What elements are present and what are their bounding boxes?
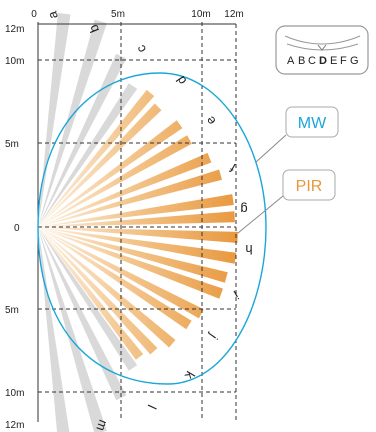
inactive-beams	[38, 12, 138, 432]
beam-label-j: j	[207, 330, 222, 342]
lens-selector-arc-outer	[284, 35, 361, 45]
beam-label-e: e	[202, 113, 218, 128]
pir-beam-13	[38, 227, 204, 319]
pir-beam-4	[38, 135, 192, 227]
pir-beam-1	[38, 89, 155, 228]
pir-legend: PIR	[237, 169, 336, 234]
pir-leader-line	[237, 195, 284, 234]
mw-legend: MW	[255, 106, 339, 163]
lens-selector-pointer-icon	[317, 44, 327, 51]
y-tick-0: 0	[14, 223, 20, 234]
inactive-beam-5	[38, 227, 70, 432]
x-tick-5m: 5m	[111, 9, 125, 20]
mw-legend-label: MW	[298, 115, 327, 132]
inactive-beam-7	[38, 227, 127, 401]
lens-letter-b: B	[298, 55, 305, 67]
pir-beam-2	[38, 103, 162, 227]
y-tick-10m-bottom: 10m	[5, 388, 24, 399]
lens-letter-d: D	[319, 55, 327, 67]
mw-leader-line	[255, 134, 287, 163]
y-tick-12m-top: 12m	[5, 24, 24, 35]
pir-beam-8	[38, 211, 235, 227]
beam-label-l: l	[145, 402, 160, 411]
pir-beam-14	[38, 227, 192, 330]
mw-legend-box	[285, 106, 339, 138]
inactive-beam-3	[38, 53, 127, 227]
inactive-beam-1	[38, 12, 71, 228]
pir-beam-16	[38, 227, 158, 355]
beam-label-a: a	[44, 9, 60, 20]
pir-beam-12	[38, 227, 223, 299]
pir-beam-3	[38, 120, 183, 227]
pir-beam-17	[38, 227, 144, 360]
pir-beam-5	[38, 152, 212, 227]
inactive-beam-2	[38, 19, 107, 227]
pir-beams	[38, 89, 238, 360]
y-tick-12m-bottom: 12m	[5, 420, 24, 431]
pir-beam-6	[38, 169, 222, 227]
pir-beam-9	[38, 227, 238, 243]
inactive-beam-8	[38, 227, 138, 371]
y-tick-10m-top: 10m	[5, 56, 24, 67]
y-tick-5m-top: 5m	[5, 139, 19, 150]
beam-label-i: i	[231, 288, 241, 302]
beam-label-g: g	[240, 202, 247, 217]
lens-letter-g: G	[350, 55, 359, 67]
mw-coverage-ellipse	[37, 72, 267, 385]
pir-beam-7	[38, 194, 234, 227]
beam-label-c: c	[133, 42, 150, 55]
lens-selector: A B C D E F G	[275, 25, 369, 75]
lens-letter-e: E	[330, 55, 337, 67]
lens-letter-f: F	[340, 55, 347, 67]
y-tick-5m-bottom: 5m	[5, 305, 19, 316]
pir-legend-box	[282, 169, 336, 201]
inactive-beam-6	[38, 227, 107, 432]
x-tick-10m: 10m	[191, 9, 210, 20]
beam-label-f: f	[227, 160, 238, 175]
pir-legend-label: PIR	[296, 178, 323, 195]
inactive-beam-4	[38, 83, 138, 227]
x-tick-0: 0	[31, 9, 37, 20]
x-tick-12m: 12m	[224, 9, 243, 20]
pir-beam-11	[38, 227, 228, 283]
pir-beam-10	[38, 227, 237, 264]
pir-beam-15	[38, 227, 176, 348]
lens-letter-c: C	[308, 55, 316, 67]
lens-letter-a: A	[287, 55, 295, 67]
beam-label-h: h	[245, 242, 252, 257]
grid	[38, 22, 236, 420]
beam-label-m: m	[93, 418, 111, 432]
